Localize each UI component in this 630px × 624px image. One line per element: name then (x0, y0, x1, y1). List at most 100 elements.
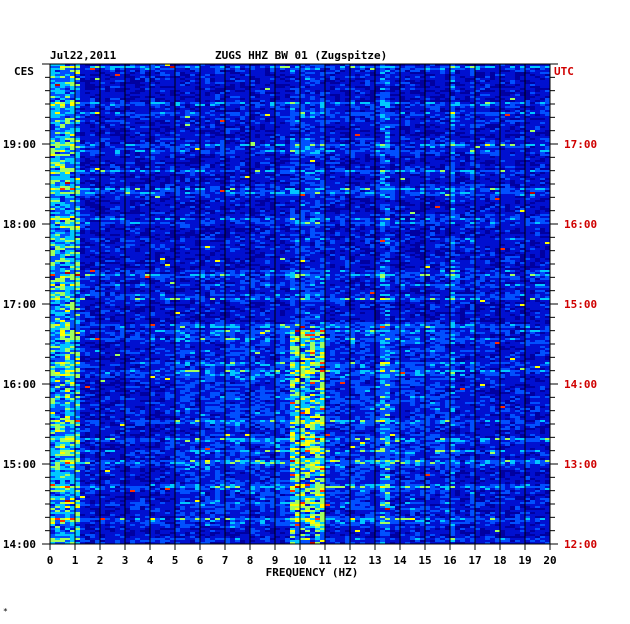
spectrogram-cell (115, 134, 120, 136)
spectrogram-cell (515, 158, 520, 160)
spectrogram-cell (380, 118, 385, 120)
spectrogram-cell (245, 124, 250, 126)
spectrogram-cell (125, 144, 130, 146)
spectrogram-cell (330, 72, 335, 74)
spectrogram-cell (125, 68, 130, 70)
spectrogram-cell (165, 132, 170, 134)
spectrogram-cell (420, 80, 425, 82)
spectrogram-cell (100, 150, 105, 152)
spectrogram-cell (225, 142, 230, 144)
spectrogram-cell (55, 130, 60, 132)
spectrogram-cell (360, 102, 365, 104)
spectrogram-cell (520, 98, 525, 100)
spectrogram-cell (275, 70, 280, 72)
spectrogram-cell (240, 110, 245, 112)
spectrogram-cell (265, 136, 270, 138)
spectrogram-cell (160, 158, 165, 160)
spectrogram-cell (230, 68, 235, 70)
spectrogram-cell (395, 150, 400, 152)
spectrogram-cell (290, 152, 295, 154)
spectrogram-cell (510, 144, 515, 146)
spectrogram-cell (475, 158, 480, 160)
spectrogram-cell (310, 84, 315, 86)
spectrogram-cell (175, 132, 180, 134)
spectrogram-cell (405, 138, 410, 140)
spectrogram-cell (75, 128, 80, 130)
spectrogram-cell (385, 70, 390, 72)
spectrogram-cell (285, 74, 290, 76)
spectrogram-cell (115, 128, 120, 130)
spectrogram-cell (450, 72, 455, 74)
spectrogram-cell (380, 126, 385, 128)
spectrogram-cell (530, 126, 535, 128)
spectrogram-cell (540, 160, 545, 162)
spectrogram-cell (220, 94, 225, 96)
spectrogram-cell (285, 136, 290, 138)
spectrogram-cell (135, 90, 140, 92)
spectrogram-cell (235, 88, 240, 90)
spectrogram-cell (260, 90, 265, 92)
spectrogram-cell (475, 106, 480, 108)
spectrogram-cell (485, 126, 490, 128)
spectrogram-cell (265, 70, 270, 72)
spectrogram-cell (295, 116, 300, 118)
spectrogram-cell (55, 126, 60, 128)
spectrogram-cell (255, 82, 260, 84)
spectrogram-cell (375, 90, 380, 92)
spectrogram-cell (395, 108, 400, 110)
spectrogram-cell (300, 156, 305, 158)
spectrogram-cell (345, 156, 350, 158)
spectrogram-cell (415, 98, 420, 100)
spectrogram-cell (410, 130, 415, 132)
spectrogram-cell (230, 146, 235, 148)
spectrogram-cell (150, 146, 155, 148)
spectrogram-cell (255, 114, 260, 116)
spectrogram-cell (230, 110, 235, 112)
spectrogram-cell (70, 112, 75, 114)
spectrogram-cell (90, 72, 95, 74)
spectrogram-cell (330, 144, 335, 146)
spectrogram-cell (205, 110, 210, 112)
spectrogram-cell (435, 108, 440, 110)
spectrogram-cell (140, 156, 145, 158)
spectrogram-cell (235, 84, 240, 86)
spectrogram-cell (490, 156, 495, 158)
spectrogram-cell (315, 118, 320, 120)
spectrogram-cell (100, 162, 105, 164)
spectrogram-cell (310, 142, 315, 144)
spectrogram-cell (320, 116, 325, 118)
spectrogram-cell (260, 158, 265, 160)
spectrogram-cell (140, 72, 145, 74)
spectrogram-cell (330, 126, 335, 128)
spectrogram-cell (150, 92, 155, 94)
spectrogram-cell (480, 88, 485, 90)
spectrogram-cell (215, 90, 220, 92)
spectrogram-cell (55, 148, 60, 150)
spectrogram-cell (435, 162, 440, 164)
spectrogram-cell (215, 136, 220, 138)
spectrogram-cell (500, 146, 505, 148)
spectrogram-cell (265, 110, 270, 112)
spectrogram-cell (165, 130, 170, 132)
spectrogram-cell (175, 158, 180, 160)
spectrogram-cell (425, 122, 430, 124)
spectrogram-cell (195, 104, 200, 106)
spectrogram-cell (290, 90, 295, 92)
spectrogram-cell (335, 152, 340, 154)
spectrogram-cell (315, 98, 320, 100)
spectrogram-cell (195, 162, 200, 164)
spectrogram-cell (445, 134, 450, 136)
spectrogram-cell (220, 130, 225, 132)
spectrogram-cell (295, 108, 300, 110)
spectrogram-cell (155, 92, 160, 94)
spectrogram-cell (290, 98, 295, 100)
spectrogram-cell (300, 146, 305, 148)
spectrogram-cell (210, 88, 215, 90)
spectrogram-cell (430, 152, 435, 154)
spectrogram-cell (225, 128, 230, 130)
spectrogram-cell (165, 148, 170, 150)
spectrogram-cell (95, 146, 100, 148)
spectrogram-cell (210, 132, 215, 134)
spectrogram-cell (375, 156, 380, 158)
spectrogram-cell (320, 110, 325, 112)
